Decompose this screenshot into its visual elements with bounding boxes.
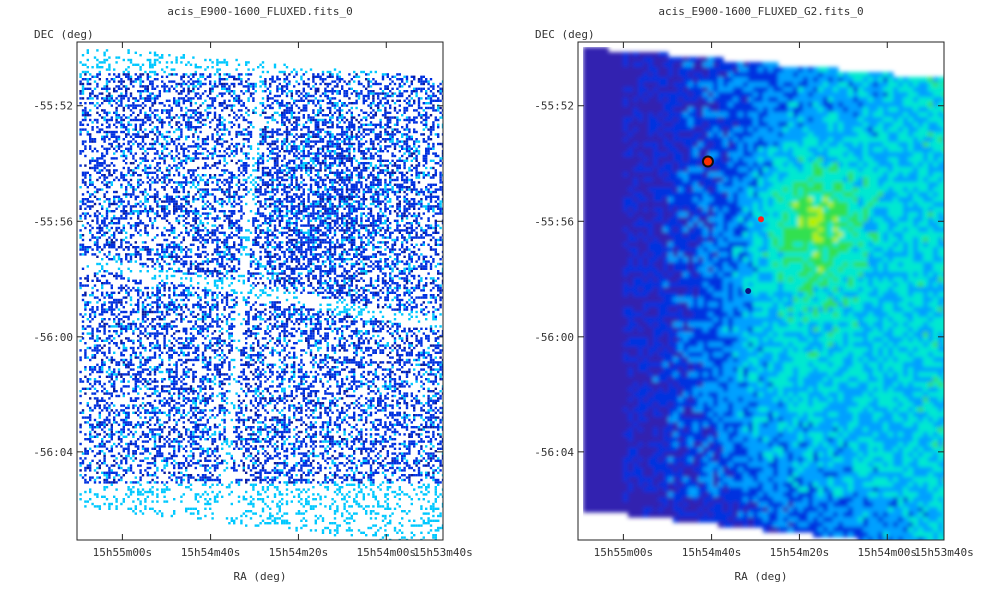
y-axis-label: DEC (deg) <box>34 28 94 41</box>
dark-spot <box>745 288 752 294</box>
axis-ticks: 15h55m00s 15h54m40s 15h54m20s 15h54m00s15h5… <box>534 42 974 559</box>
axis-ticks: 15h55m00s 15h54m40s 15h54m20s 15h54m00s15h5… <box>33 42 473 559</box>
y-tick-label: -56:04 <box>33 446 73 459</box>
y-tick-label: -55:56 <box>33 215 73 228</box>
point-source[interactable] <box>758 216 764 223</box>
x-tick-label: 15h54m20s <box>770 546 830 559</box>
x-tick-label: 15h54m40s <box>181 546 241 559</box>
x-tick-label: 15h55m00s <box>594 546 654 559</box>
image-smoothed[interactable] <box>583 47 949 543</box>
y-tick-label: -55:56 <box>534 215 574 228</box>
x-axis-label: RA (deg) <box>735 570 788 583</box>
y-axis-label: DEC (deg) <box>535 28 595 41</box>
x-tick-label: 15h53m40s <box>914 546 974 559</box>
x-tick-label: 15h54m00s <box>356 546 416 559</box>
y-tick-label: -55:52 <box>33 100 73 113</box>
plot-frame <box>76 41 444 541</box>
x-tick-label: 15h54m00s <box>857 546 917 559</box>
y-tick-label: -55:52 <box>534 100 574 113</box>
chart-title: acis_E900-1600_FLUXED_G2.fits_0 <box>658 5 863 18</box>
y-tick-label: -56:04 <box>534 446 574 459</box>
y-tick-label: -56:00 <box>33 331 73 344</box>
image-raw-counts[interactable] <box>79 49 444 541</box>
plot-frame <box>577 41 945 541</box>
y-tick-label: -56:00 <box>534 331 574 344</box>
point-source-core <box>703 157 712 166</box>
x-axis-label: RA (deg) <box>234 570 287 583</box>
x-tick-label: 15h54m40s <box>682 546 742 559</box>
x-tick-label: 15h53m40s <box>413 546 473 559</box>
chart-title: acis_E900-1600_FLUXED.fits_0 <box>167 5 352 18</box>
x-tick-label: 15h55m00s <box>93 546 153 559</box>
panel-smoothed: acis_E900-1600_FLUXED_G2.fits_0 DEC (deg… <box>534 5 974 583</box>
panel-raw-counts: acis_E900-1600_FLUXED.fits_0 DEC (deg) R… <box>33 5 473 583</box>
x-tick-label: 15h54m20s <box>269 546 329 559</box>
